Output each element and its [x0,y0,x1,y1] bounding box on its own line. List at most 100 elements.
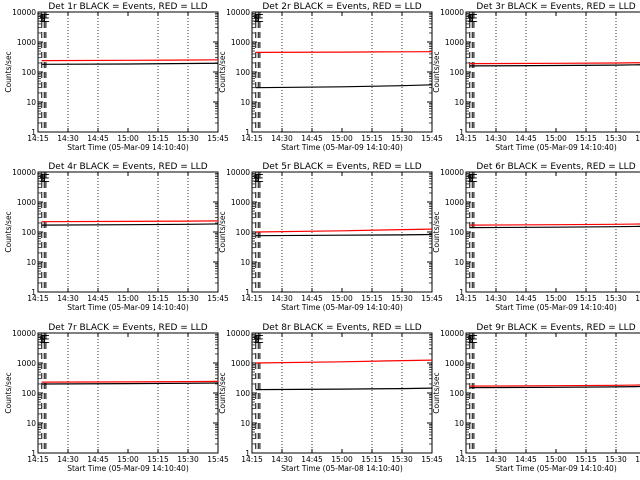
y-tick-label: 10 [240,98,250,107]
x-tick-label: 15:00 [545,134,567,143]
y-tick-label: 1 [459,128,464,137]
series-red-line [255,228,432,233]
x-tick-label: 15:15 [575,134,597,143]
x-tick-label: 14:30 [271,134,293,143]
x-axis-label: Start Time (05-Mar-09 14:10:40) [495,464,617,473]
y-tick-label: 1 [31,288,36,297]
series-red-line [469,384,640,387]
x-tick-label: 14:30 [271,294,293,303]
panel-9: Det 9r BLACK = Events, RED = LLD 14:15 14:… [432,323,640,473]
plot-frame [251,332,433,454]
attenuator-marker: E [468,172,475,185]
x-tick-label: 15:45 [207,294,229,303]
x-tick-label: 14:30 [485,134,507,143]
attenuator-marker: E [254,172,261,185]
x-tick-label: 15:45 [207,455,229,464]
y-tick-label: 100 [236,68,251,77]
attenuator-marker: E [469,333,476,346]
attenuator-marker: E [257,12,264,25]
series-red-line [469,62,640,65]
x-tick-label: 14:15 [241,294,263,303]
x-tick-label: 15:15 [147,134,169,143]
y-tick-label: 1000 [231,38,250,47]
x-tick-label: 14:45 [301,294,323,303]
attenuator-marker: E [43,12,50,25]
y-tick-label: 10 [26,98,36,107]
series-black-line [41,223,218,226]
panel-title: Det 7r BLACK = Events, RED = LLD [48,323,207,333]
y-tick-label: 1 [245,128,250,137]
x-tick-label: 14:15 [455,455,477,464]
x-tick-label: 15:30 [605,455,627,464]
x-tick-label: 14:30 [57,294,79,303]
x-tick-label: 14:30 [485,455,507,464]
panel-title: Det 3r BLACK = Events, RED = LLD [476,2,635,12]
y-tick-label: 1000 [17,38,36,47]
x-tick-label: 15:30 [391,294,413,303]
x-tick-label: 15:00 [117,294,139,303]
panel-title: Det 5r BLACK = Events, RED = LLD [262,162,421,172]
x-tick-label: 15:00 [117,455,139,464]
attenuator-marker: E [40,172,47,185]
panel-title: Det 4r BLACK = Events, RED = LLD [48,162,207,172]
x-axis-label: Start Time (05-Mar-09 14:10:40) [281,143,403,152]
x-tick-label: 14:45 [515,294,537,303]
x-tick-label: 15:30 [177,134,199,143]
plot-frame [251,11,433,133]
x-tick-label: 15:45 [635,294,640,303]
y-tick-label: 10 [454,258,464,267]
y-tick-label: 1000 [17,198,36,207]
y-tick-label: 10000 [12,329,36,338]
y-tick-label: 1000 [445,198,464,207]
x-axis-label: Start Time (05-Mar-09 14:10:40) [67,464,189,473]
series-black-line [255,387,432,391]
x-tick-label: 15:00 [545,455,567,464]
y-tick-label: 1 [459,288,464,297]
x-tick-label: 15:45 [421,134,443,143]
x-tick-label: 15:45 [421,455,443,464]
y-axis-label: Counts/sec [4,372,13,413]
x-tick-label: 15:30 [391,134,413,143]
x-axis-label: Start Time (05-Mar-08 14:10:40) [281,464,403,473]
panel-title: Det 1r BLACK = Events, RED = LLD [48,2,207,12]
y-tick-label: 10000 [12,8,36,17]
attenuator-marker: S [467,12,474,25]
plot-frame [465,332,640,454]
x-tick-label: 15:45 [635,134,640,143]
y-tick-label: 100 [450,68,465,77]
attenuator-marker: E [468,12,475,25]
y-tick-label: 10000 [12,168,36,177]
attenuator-marker: E [43,333,50,346]
attenuator-marker: E [40,333,47,346]
x-tick-label: 15:30 [391,455,413,464]
y-tick-label: 10 [26,419,36,428]
panel-title: Det 9r BLACK = Events, RED = LLD [476,323,635,333]
attenuator-marker: E [257,333,264,346]
x-tick-label: 15:15 [361,294,383,303]
y-axis-label: Counts/sec [218,372,227,413]
x-tick-label: 15:45 [635,455,640,464]
attenuator-marker: E [468,333,475,346]
attenuator-marker: E [255,333,262,346]
attenuator-marker: E [471,333,478,346]
series-black-line [41,62,218,65]
x-tick-label: 14:45 [515,455,537,464]
attenuator-marker: E [41,12,48,25]
y-axis-label: Counts/sec [432,211,441,252]
y-tick-label: 1 [31,449,36,458]
x-tick-label: 15:00 [117,134,139,143]
panel-6: Det 6r BLACK = Events, RED = LLD 14:15 14:… [432,162,640,312]
y-tick-label: 100 [450,389,465,398]
series-black-line [469,385,640,389]
series-red-line [255,51,432,53]
y-tick-label: 10000 [226,8,250,17]
x-tick-label: 15:45 [421,294,443,303]
series-red-line [41,59,218,62]
y-tick-label: 1 [245,449,250,458]
x-tick-label: 14:30 [271,455,293,464]
y-tick-label: 10000 [440,8,464,17]
y-tick-label: 1 [459,449,464,458]
panel-7: Det 7r BLACK = Events, RED = LLD 14:15 14:… [4,323,229,473]
series-black-line [41,382,218,385]
y-tick-label: 10 [454,419,464,428]
